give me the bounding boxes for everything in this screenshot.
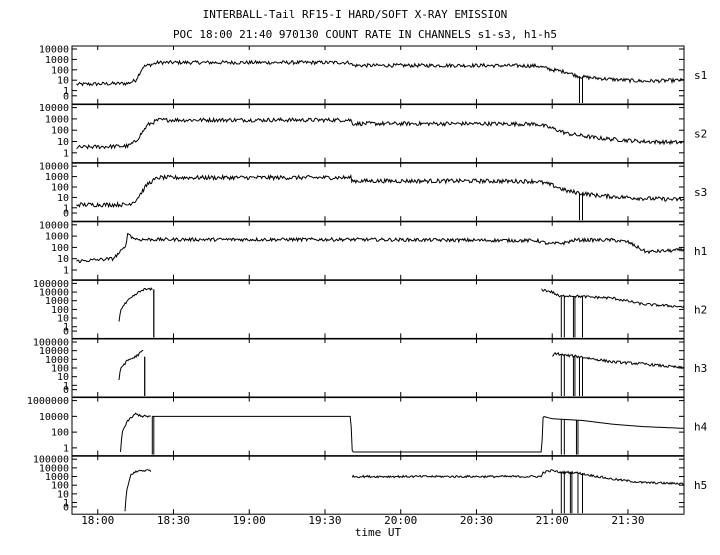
x-tick-label: 18:30 [157,514,190,527]
series-line-h4-0 [120,412,151,452]
panel-frame-s3 [71,162,685,222]
series-line-h5-1 [351,469,685,486]
panel-frame-h3 [71,338,685,398]
y-tick-label: 1000 [45,296,69,307]
panel-frame-s1 [71,45,685,105]
y-tick-label: 100 [51,481,69,492]
y-tick-label: 0 [63,209,69,220]
y-tick-label: 1000000 [27,396,69,407]
channel-label-h4: h4 [694,421,708,434]
channel-label-h1: h1 [694,245,707,258]
y-tick-label: 1 [63,498,69,509]
y-tick-label: 100000 [33,455,69,466]
series-line-h3-0 [118,350,144,381]
y-tick-label: 1000 [45,55,69,66]
series-line-s1-0 [76,59,685,87]
x-tick-label: 21:30 [611,514,644,527]
y-tick-label: 1000 [45,355,69,366]
y-tick-label: 1 [63,203,69,214]
panels-group: 1000010001001010s1100001000100101s210000… [27,45,708,515]
series-line-h2-1 [541,288,685,308]
x-tick-label: 18:00 [81,514,114,527]
panel-h4: 1000000 10000 100 1 h4 [27,396,708,457]
y-tick-label: 100 [51,183,69,194]
y-tick-label: 10 [57,76,69,87]
y-tick-label: 100 [51,428,69,439]
y-tick-label: 1000 [45,232,69,243]
y-tick-label: 1 [63,322,69,333]
panel-frame-h1 [71,221,685,281]
chart-subtitle: POC 18:00 21:40 970130 COUNT RATE IN CHA… [173,28,557,41]
panel-frame-h4 [71,397,685,457]
panel-frame-s2 [71,104,685,164]
channel-label-h3: h3 [694,362,707,375]
y-tick-label: 10000 [39,45,69,56]
channel-label-h2: h2 [694,303,707,316]
x-tick-label: 21:00 [536,514,569,527]
y-tick-label: 1000 [45,472,69,483]
x-tick-labels: 18:00 18:30 19:00 19:30 20:00 20:30 21:00 21:30 [81,514,644,527]
channel-label-s1: s1 [694,69,707,82]
x-tick-label: 20:30 [460,514,493,527]
y-tick-label: 1 [63,266,69,277]
series-line-h1-0 [76,233,685,264]
y-tick-label: 0 [63,327,69,338]
y-tick-label: 0 [63,91,69,102]
y-tick-label: 1 [63,381,69,392]
channel-label-s3: s3 [694,186,707,199]
series-line-s2-0 [76,116,685,150]
y-tick-label: 100 [51,65,69,76]
y-tick-label: 10 [57,372,69,383]
series-line-s3-0 [76,173,685,209]
y-tick-label: 1 [63,86,69,97]
series-line-h2-0 [118,287,153,322]
y-tick-label: 10000 [39,288,69,299]
y-tick-label: 10000 [39,103,69,114]
series-line-h5-0 [124,469,152,512]
y-tick-label: 100 [51,126,69,137]
y-tick-label: 0 [63,385,69,396]
y-tick-label: 100 [51,305,69,316]
chart-title: INTERBALL-Tail RF15-I HARD/SOFT X-RAY EM… [203,8,508,21]
panel-frame-h2 [71,279,685,339]
y-tick-label: 100000 [33,279,69,290]
y-tick-label: 1 [63,443,69,454]
y-tick-label: 10000 [39,463,69,474]
y-tick-label: 10 [57,254,69,265]
y-tick-label: 0 [63,502,69,513]
y-tick-label: 1000 [45,114,69,125]
channel-label-h5: h5 [694,479,707,492]
x-tick-label: 19:00 [233,514,266,527]
y-tick-label: 100000 [33,338,69,349]
y-tick-label: 1000 [45,172,69,183]
series-line-h3-1 [551,351,685,370]
series-line-h4-1 [152,415,685,453]
panel-frame-h5 [71,455,685,515]
x-tick-label: 20:00 [384,514,417,527]
y-tick-label: 1 [63,148,69,159]
y-tick-label: 100 [51,243,69,254]
x-tick-label: 19:30 [308,514,341,527]
y-tick-label: 10000 [39,162,69,173]
channel-label-s2: s2 [694,128,707,141]
y-tick-label: 10000 [39,412,69,423]
x-axis-label: time UT [355,526,402,539]
y-tick-label: 100 [51,364,69,375]
y-tick-label: 10 [57,314,69,325]
y-tick-label: 10 [57,137,69,148]
y-tick-label: 10 [57,193,69,204]
y-tick-label: 10 [57,489,69,500]
y-tick-label: 10000 [39,346,69,357]
y-tick-label: 10000 [39,220,69,231]
